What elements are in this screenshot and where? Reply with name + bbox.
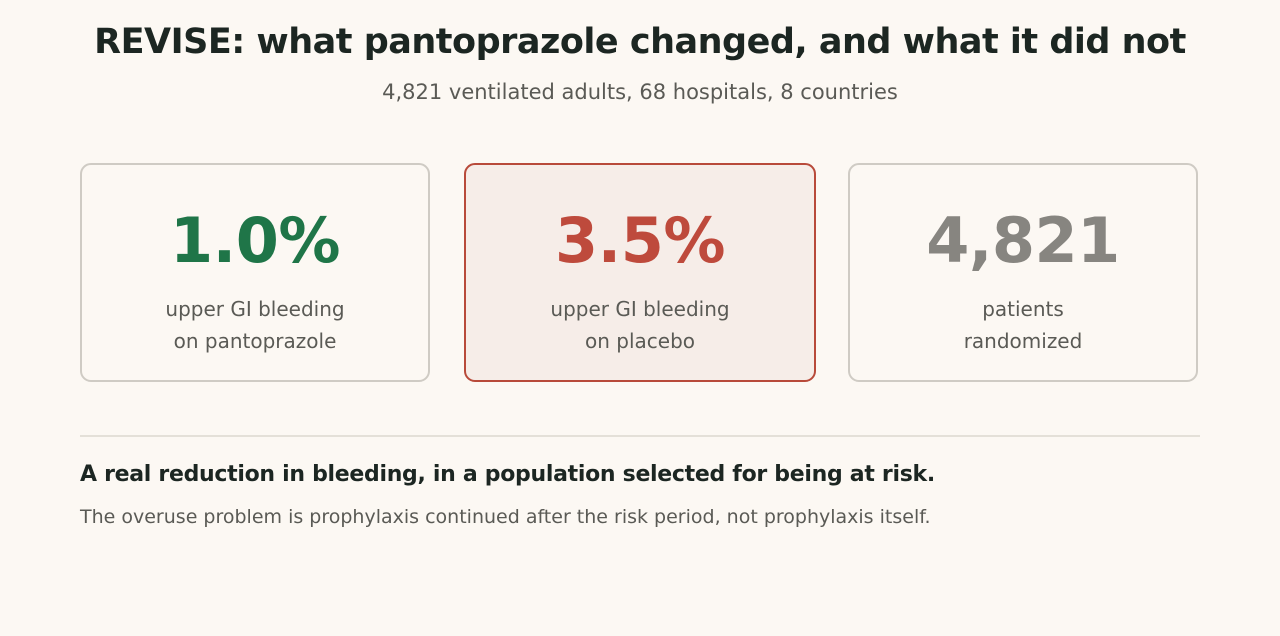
stat-value: 3.5% [555,204,725,277]
stat-label: upper GI bleeding on pantoprazole [82,293,428,357]
stat-cards: 1.0% upper GI bleeding on pantoprazole 3… [80,163,1200,384]
summary-headline: A real reduction in bleeding, in a popul… [80,462,935,487]
divider [80,435,1200,437]
stat-label-line: upper GI bleeding [550,297,730,321]
stat-label-line: on pantoprazole [173,329,337,353]
stat-value: 4,821 [926,204,1120,277]
stat-value: 1.0% [170,204,340,277]
stat-card-pantoprazole: 1.0% upper GI bleeding on pantoprazole [80,163,430,382]
stat-label: patients randomized [850,293,1196,357]
stat-label-line: on placebo [584,329,695,353]
stat-label-line: randomized [963,329,1083,353]
stat-label-line: patients [982,297,1064,321]
stat-card-placebo: 3.5% upper GI bleeding on placebo [464,163,816,382]
stat-label: upper GI bleeding on placebo [466,293,814,357]
stat-card-patients: 4,821 patients randomized [848,163,1198,382]
page-title: REVISE: what pantoprazole changed, and w… [94,22,1186,62]
page-subtitle: 4,821 ventilated adults, 68 hospitals, 8… [382,80,898,104]
summary-note: The overuse problem is prophylaxis conti… [80,506,931,528]
stat-label-line: upper GI bleeding [165,297,345,321]
